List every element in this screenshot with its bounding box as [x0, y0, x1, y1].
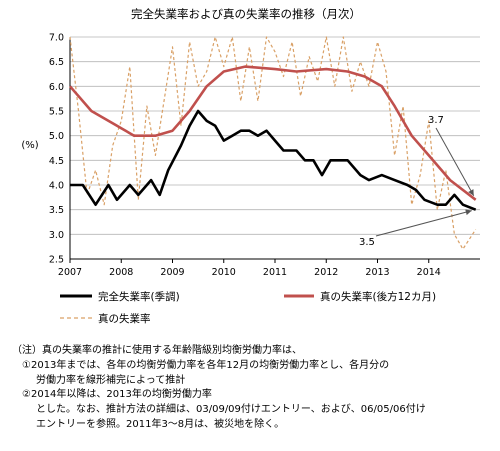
legend-label-true-12m: 真の失業率(後方12カ月) [320, 290, 436, 303]
x-tick-label: 2010 [212, 267, 236, 278]
x-tick-label: 2012 [314, 267, 338, 278]
y-tick-label: 4.0 [49, 181, 64, 192]
y-tick-label: 3.0 [49, 230, 64, 241]
legend: 完全失業率(季調) 真の失業率(後方12カ月) 真の失業率 [60, 290, 436, 325]
note-line: （注）真の失業率の推計に使用する年齢階級別均衡労働力率は、 [12, 345, 302, 356]
y-tick-label: 5.0 [49, 131, 64, 142]
annotation-arrow-high [435, 127, 475, 197]
note-line: ②2014年以降は、2013年の均衡労働力率 [22, 389, 212, 401]
x-tick-label: 2011 [263, 267, 287, 278]
note-line: ①2013年までは、各年の均衡労働力率を各年12月の均衡労働力率とし、各月分の [22, 359, 390, 371]
legend-label-unemployment: 完全失業率(季調) [98, 290, 180, 303]
note-line: とした。なお、推計方法の詳細は、03/09/09付けエントリー、および、06/0… [36, 404, 426, 416]
x-tick-label: 2009 [160, 267, 184, 278]
annotation-arrow-low [375, 209, 472, 237]
axes [69, 37, 480, 263]
footnotes: （注）真の失業率の推計に使用する年齢階級別均衡労働力率は、 ①2013年までは、… [12, 344, 496, 433]
annotation-label-high: 3.7 [428, 115, 444, 126]
y-tick-label: 6.0 [49, 82, 64, 93]
legend-label-true: 真の失業率 [98, 312, 151, 325]
x-tick-labels: 2007 2008 2009 2010 2011 2012 2013 2014 [58, 267, 441, 278]
y-tick-label: 4.5 [49, 156, 64, 167]
unemployment-chart: 完全失業率および真の失業率の推移（月次） (%) 2.5 3.0 3.5 4.0 4.5… [21, 7, 480, 325]
y-tick-label: 3.5 [49, 205, 64, 216]
annotation-label-low: 3.5 [359, 237, 375, 248]
note-line: 労働力率を線形補完によって推計 [36, 374, 186, 386]
y-tick-label: 7.0 [49, 33, 64, 44]
series-lines [69, 36, 477, 250]
y-axis-label: (%) [21, 140, 38, 151]
x-tick-label: 2007 [58, 267, 82, 278]
series-line-unemployment [70, 109, 477, 211]
annotations: 3.7 3.5 [359, 115, 475, 248]
y-tick-label: 5.5 [49, 107, 64, 118]
x-tick-label: 2008 [109, 267, 133, 278]
y-tick-labels: 2.5 3.0 3.5 4.0 4.5 5.0 5.5 6.0 6.5 7.0 [49, 33, 64, 266]
series-line-true-12m [69, 65, 477, 201]
chart-title: 完全失業率および真の失業率の推移（月次） [131, 7, 361, 21]
x-tick-label: 2013 [365, 267, 389, 278]
y-tick-label: 2.5 [49, 255, 64, 266]
note-line: エントリーを参照。2011年3～8月は、被災地を除く。 [36, 418, 285, 430]
x-tick-label: 2014 [417, 267, 441, 278]
y-tick-label: 6.5 [49, 57, 64, 68]
